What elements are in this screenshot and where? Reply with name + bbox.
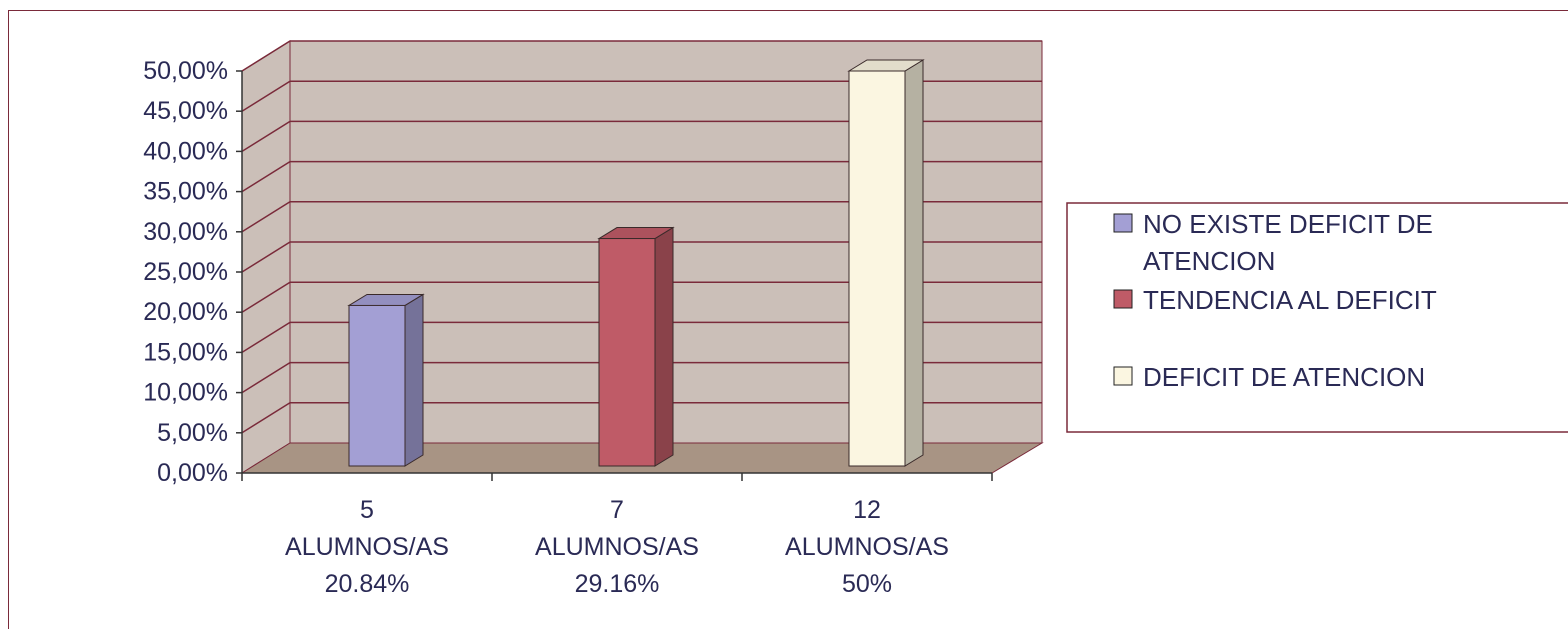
legend-box <box>1066 202 1568 433</box>
bar-side <box>404 293 424 467</box>
gridline <box>241 281 1042 313</box>
y-tick-label: 0,00% <box>157 459 228 487</box>
gridline <box>241 241 1042 273</box>
legend-label: NO EXISTE DEFICIT DE <box>1143 209 1433 239</box>
x-tick-label: 7 <box>610 496 624 524</box>
legend-entry: TENDENCIA AL DEFICIT <box>1113 285 1437 315</box>
y-tick-label: 10,00% <box>143 379 228 407</box>
legend-entry: DEFICIT DE ATENCION <box>1113 362 1425 392</box>
y-tick-label: 20,00% <box>143 298 228 326</box>
gridline <box>241 361 1042 394</box>
bar-front <box>348 304 406 467</box>
y-tick-label: 40,00% <box>143 137 228 165</box>
legend-label: TENDENCIA AL DEFICIT <box>1143 285 1437 315</box>
bar-front <box>848 70 906 467</box>
legend-swatch <box>1113 289 1133 309</box>
gridline <box>241 321 1042 354</box>
bar <box>597 226 675 467</box>
gridline <box>241 201 1042 233</box>
y-tick-label: 25,00% <box>143 258 228 286</box>
legend-label: DEFICIT DE ATENCION <box>1143 362 1425 392</box>
x-tick-label: ALUMNOS/AS <box>285 533 449 561</box>
gridline <box>241 40 1042 72</box>
x-tick-label: 12 <box>853 496 881 524</box>
legend-swatch <box>1113 213 1133 233</box>
legend-swatch <box>1113 366 1133 386</box>
x-tick-label: 5 <box>360 496 374 524</box>
legend-entry: NO EXISTE DEFICIT DE ATENCION <box>1113 209 1433 276</box>
bar <box>347 293 425 467</box>
y-tick-label: 30,00% <box>143 218 228 246</box>
x-tick-label: ALUMNOS/AS <box>785 533 949 561</box>
x-tick-label: 50% <box>842 570 892 598</box>
chart-frame <box>8 10 1568 629</box>
x-tick-label: 20.84% <box>325 570 410 598</box>
gridline <box>241 120 1042 153</box>
x-tick-label: 29.16% <box>575 570 660 598</box>
gridline <box>241 160 1042 193</box>
bar <box>847 59 925 467</box>
y-tick-label: 50,00% <box>143 57 228 85</box>
gridline <box>241 80 1042 112</box>
gridline <box>241 402 1042 434</box>
y-tick-label: 45,00% <box>143 97 228 125</box>
y-tick-label: 35,00% <box>143 178 228 206</box>
y-tick-label: 15,00% <box>143 338 228 366</box>
bar-front <box>598 238 656 467</box>
y-tick-label: 5,00% <box>157 419 228 447</box>
x-tick-label: ALUMNOS/AS <box>535 533 699 561</box>
bar-side <box>904 59 924 467</box>
bar-side <box>654 226 674 467</box>
legend-label: ATENCION <box>1143 246 1275 276</box>
